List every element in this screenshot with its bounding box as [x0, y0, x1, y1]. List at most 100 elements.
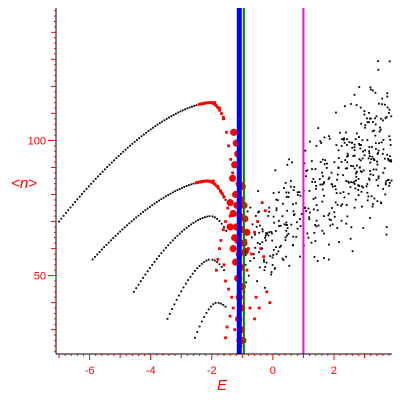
reference-lines — [236, 8, 305, 354]
cloud-point — [258, 210, 261, 213]
cloud-point — [337, 166, 340, 169]
cloud-point — [375, 168, 378, 171]
cloud-point — [249, 259, 252, 262]
cloud-point — [256, 241, 259, 244]
curve-point — [146, 270, 149, 273]
cloud-point — [355, 132, 358, 135]
cloud-point — [389, 138, 392, 141]
cloud-point — [270, 231, 273, 233]
cloud-point — [385, 116, 388, 118]
red-point — [262, 255, 266, 259]
cloud-point — [299, 225, 302, 227]
cloud-point — [246, 210, 249, 213]
cloud-point — [335, 111, 337, 114]
red-point-large — [226, 199, 234, 207]
cloud-point — [321, 158, 324, 161]
curve-point — [178, 294, 180, 297]
cloud-point — [376, 163, 379, 166]
cloud-point — [275, 246, 277, 249]
cloud-point — [371, 205, 374, 208]
red-point — [229, 157, 233, 161]
curve-point — [144, 209, 147, 212]
curve-point — [110, 161, 113, 164]
cloud-point — [364, 126, 366, 129]
cloud-point — [284, 182, 287, 184]
cloud-point — [361, 185, 363, 188]
curve-point — [130, 220, 133, 223]
cloud-point — [388, 181, 391, 184]
curve-point — [224, 305, 227, 308]
cloud-point — [390, 179, 393, 182]
cloud-point — [357, 194, 360, 197]
cloud-point — [382, 188, 385, 190]
cloud-point — [261, 247, 264, 250]
cloud-point — [378, 102, 380, 105]
cloud-point — [337, 149, 340, 152]
cloud-point — [323, 194, 325, 197]
cloud-point — [362, 169, 365, 172]
cloud-point — [296, 194, 299, 196]
cloud-point — [323, 181, 326, 183]
cloud-point — [328, 137, 331, 140]
curve-point — [137, 283, 140, 286]
curve-point — [170, 115, 173, 118]
cloud-point — [377, 60, 380, 63]
curve-point — [200, 262, 203, 265]
x-tick-label: 2 — [331, 365, 337, 377]
curve-point — [206, 215, 209, 218]
cloud-point — [263, 269, 266, 272]
cloud-point — [280, 244, 282, 247]
cloud-point — [249, 206, 252, 209]
cloud-point — [347, 180, 350, 183]
curve-point — [168, 116, 170, 119]
curve-point — [91, 258, 94, 261]
curve-point — [119, 230, 122, 233]
curve-point — [103, 168, 106, 171]
cloud-point — [327, 214, 330, 217]
cloud-point — [334, 201, 337, 204]
cloud-point — [264, 236, 267, 239]
red-point — [245, 268, 249, 272]
red-point-large — [230, 128, 238, 136]
curve-point — [74, 201, 76, 203]
cloud-point — [370, 158, 373, 161]
cloud-point — [353, 149, 356, 152]
cloud-point — [288, 264, 291, 267]
cloud-point — [371, 146, 373, 148]
red-point — [231, 171, 234, 175]
cloud-point — [277, 219, 280, 222]
cloud-point — [351, 146, 354, 149]
cloud-point — [323, 136, 326, 139]
cloud-point — [363, 113, 366, 116]
red-point — [221, 228, 225, 232]
cloud-point — [383, 167, 386, 170]
cloud-point — [299, 255, 301, 258]
cloud-point — [360, 171, 363, 173]
cloud-point — [353, 146, 356, 149]
red-point — [247, 247, 250, 250]
curve-point — [189, 275, 192, 278]
cloud-point — [289, 180, 292, 182]
curve-point — [107, 241, 110, 244]
curve-point — [175, 298, 178, 301]
cloud-point — [283, 187, 285, 189]
cloud-point — [353, 180, 356, 183]
cloud-point — [367, 195, 370, 198]
cloud-point — [373, 129, 376, 132]
curve-point — [220, 222, 223, 225]
curve-point — [165, 195, 167, 198]
cloud-point — [312, 178, 315, 180]
curve-point — [187, 279, 190, 282]
curve-point — [62, 214, 65, 217]
red-point — [222, 195, 226, 199]
cloud-point — [370, 195, 373, 198]
cloud-point — [315, 225, 318, 228]
cloud-point — [317, 127, 320, 129]
curve-point — [76, 198, 79, 201]
cloud-point — [319, 183, 322, 186]
cloud-point — [382, 171, 385, 174]
cloud-point — [353, 167, 356, 170]
curve-point — [71, 203, 74, 206]
cloud-point — [353, 206, 356, 209]
cloud-point — [353, 93, 356, 96]
